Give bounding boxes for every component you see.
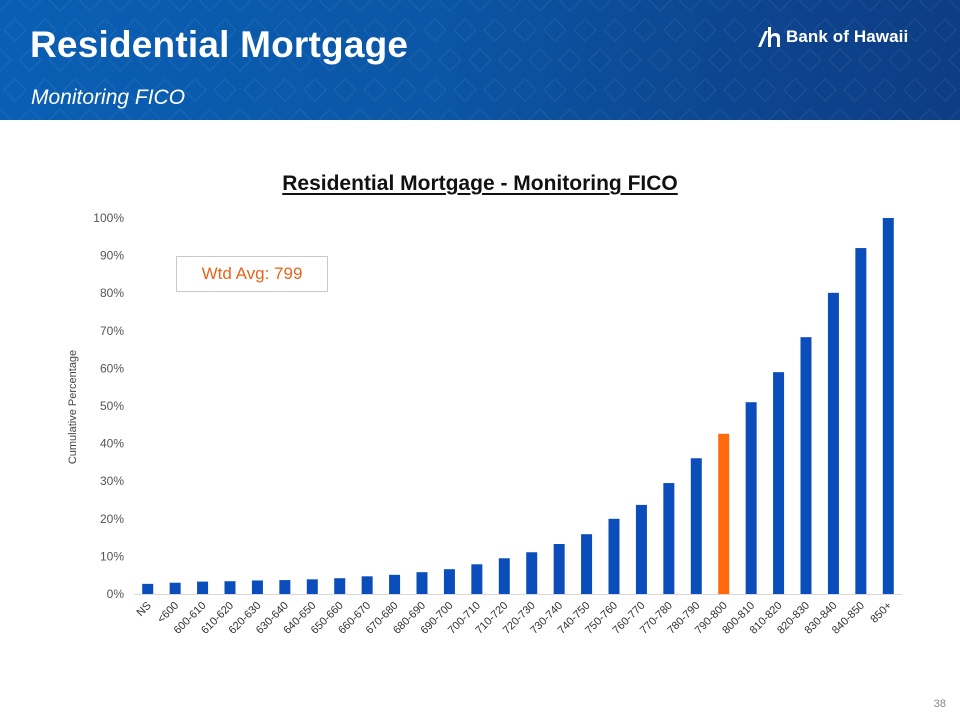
y-tick-label: 10% xyxy=(100,549,124,563)
page-title: Residential Mortgage xyxy=(30,24,409,65)
bar-710-720 xyxy=(498,558,510,594)
page-subtitle: Monitoring FICO xyxy=(31,86,186,109)
header-banner: Residential Mortgage Monitoring FICO Ban… xyxy=(0,0,960,120)
bar-700-710 xyxy=(471,564,483,594)
y-axis-label: Cumulative Percentage xyxy=(67,349,79,465)
bar-800-810 xyxy=(745,402,757,594)
y-tick-label: 90% xyxy=(100,249,124,263)
y-tick-label: 70% xyxy=(100,324,124,338)
bar-740-750 xyxy=(581,534,593,594)
bar-790-800 xyxy=(718,433,730,594)
bar-630-640 xyxy=(279,580,291,594)
y-tick-label: 0% xyxy=(107,587,125,601)
bar-650-660 xyxy=(334,578,346,594)
weighted-average-annotation: Wtd Avg: 799 xyxy=(176,256,328,292)
bar-760-770 xyxy=(635,504,647,594)
y-tick-label: 50% xyxy=(100,399,124,413)
page-number: 38 xyxy=(933,698,946,710)
bar-610-620 xyxy=(224,581,236,594)
x-tick-label: 850+ xyxy=(868,600,894,626)
bar-690-700 xyxy=(443,569,455,594)
bank-logo: Bank of Hawaii xyxy=(756,24,908,50)
bar-850+ xyxy=(882,218,894,594)
x-tick-label: NS xyxy=(135,600,154,619)
bar-640-650 xyxy=(306,579,318,594)
bar-770-780 xyxy=(663,483,675,594)
bar-670-680 xyxy=(389,574,401,594)
chart-title-text: Residential Mortgage - Monitoring FICO xyxy=(282,172,678,195)
y-tick-label: 40% xyxy=(100,437,124,451)
y-tick-label: 60% xyxy=(100,361,124,375)
bar-720-730 xyxy=(526,552,538,594)
bar-NS xyxy=(142,583,154,594)
bar-680-690 xyxy=(416,572,428,594)
bar-620-630 xyxy=(251,580,263,594)
bar-780-790 xyxy=(690,458,702,594)
bar-600-610 xyxy=(197,581,209,594)
logo-mark-icon xyxy=(758,27,780,47)
bar-820-830 xyxy=(800,337,812,594)
bar-730-740 xyxy=(553,543,565,594)
bar-830-840 xyxy=(827,292,839,594)
y-tick-label: 20% xyxy=(100,512,124,526)
banner-pattern xyxy=(0,0,960,120)
bar-840-850 xyxy=(855,248,867,594)
bar-810-820 xyxy=(773,372,785,594)
chart-title: Residential Mortgage - Monitoring FICO xyxy=(0,172,960,196)
bar-660-670 xyxy=(361,576,373,594)
bar-750-760 xyxy=(608,518,620,594)
y-tick-label: 30% xyxy=(100,474,124,488)
logo-text: Bank of Hawaii xyxy=(786,27,909,46)
y-tick-label: 80% xyxy=(100,286,124,300)
bar-<600 xyxy=(169,582,181,594)
y-tick-label: 100% xyxy=(93,211,124,225)
